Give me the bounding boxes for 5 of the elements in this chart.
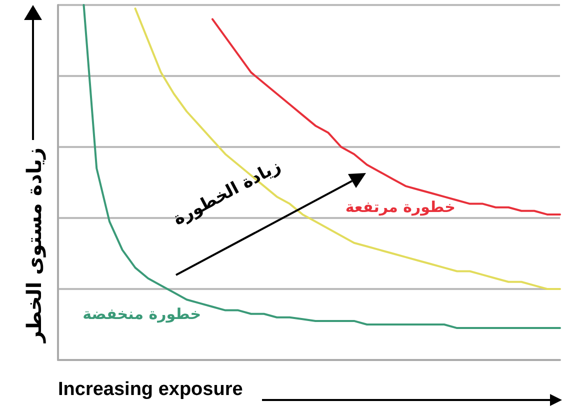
x-axis-title: Increasing exposure bbox=[58, 379, 243, 400]
annotation: زيادة الخطورة bbox=[170, 156, 284, 230]
y-axis-title: زيادة مستوى الخطر bbox=[22, 148, 46, 344]
series-label: خطورة مرتفعة bbox=[345, 198, 456, 216]
series-label: خطورة منخفضة bbox=[82, 305, 202, 324]
